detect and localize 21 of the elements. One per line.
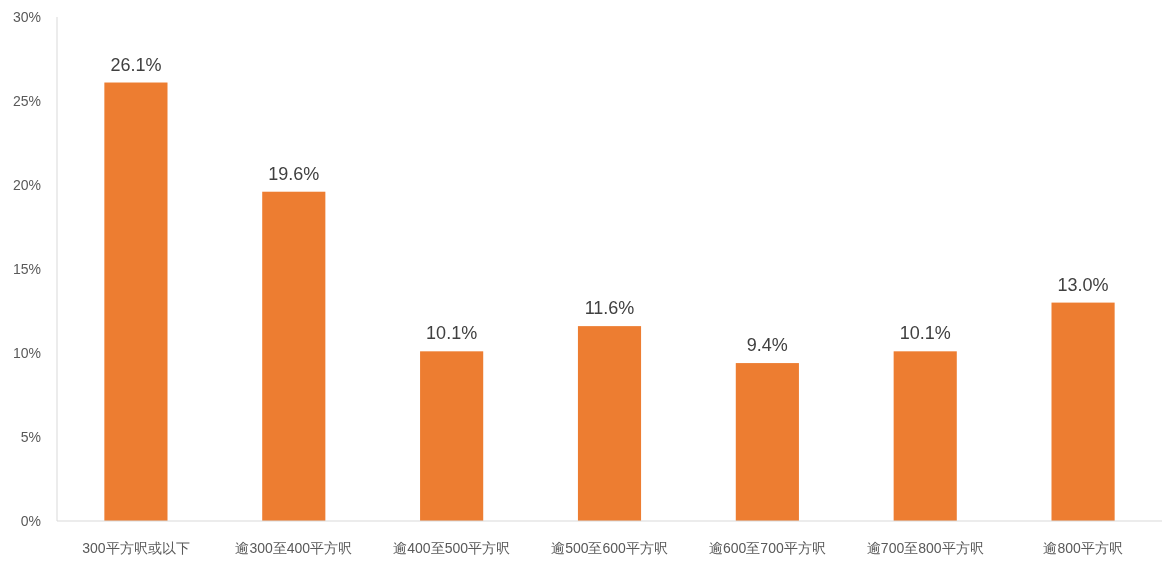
data-label: 13.0% — [1057, 274, 1109, 295]
x-tick-label: 逾600至700平方呎 — [709, 540, 826, 556]
data-label: 10.1% — [426, 323, 478, 344]
x-tick-label: 300平方呎或以下 — [82, 540, 190, 556]
x-tick-label: 逾400至500平方呎 — [393, 540, 510, 556]
x-tick-label: 逾500至600平方呎 — [551, 540, 668, 556]
data-label: 26.1% — [110, 54, 162, 75]
y-tick-label: 25% — [12, 93, 41, 109]
data-label: 19.6% — [268, 163, 320, 184]
y-tick-label: 5% — [20, 429, 41, 445]
y-tick-label: 15% — [12, 261, 41, 277]
y-tick-label: 20% — [12, 177, 41, 193]
x-tick-label: 逾800平方呎 — [1043, 540, 1123, 556]
y-tick-label: 30% — [12, 9, 41, 25]
data-label: 9.4% — [746, 335, 788, 356]
data-label: 11.6% — [584, 298, 635, 319]
y-tick-label: 10% — [12, 345, 41, 361]
x-tick-label: 逾300至400平方呎 — [235, 540, 353, 556]
x-tick-label: 逾700至800平方呎 — [866, 540, 984, 556]
data-label: 10.1% — [899, 323, 951, 344]
y-tick-label: 0% — [20, 513, 41, 529]
